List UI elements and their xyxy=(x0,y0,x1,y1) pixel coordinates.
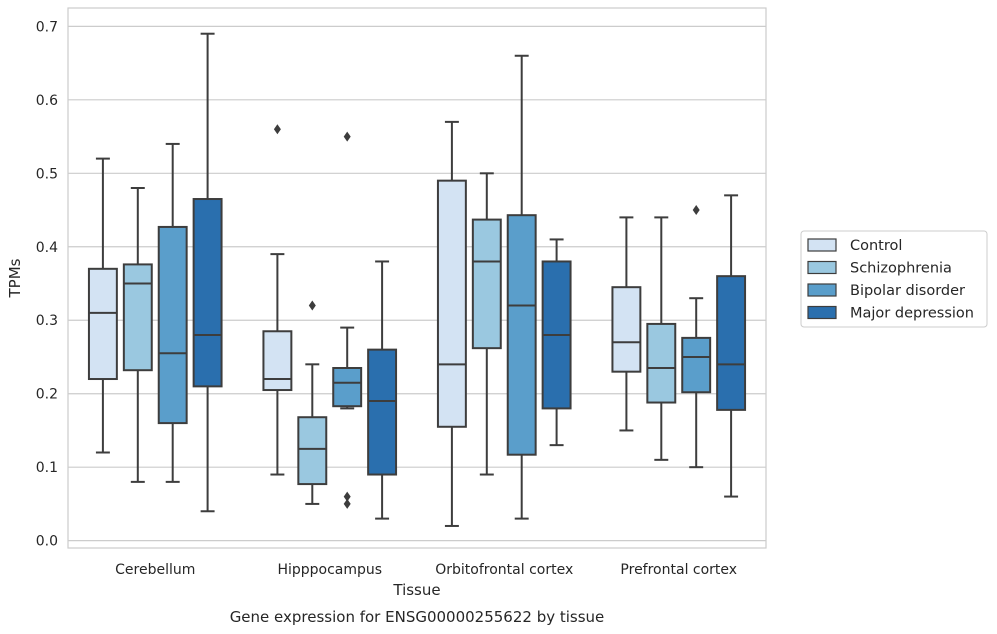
legend-swatch xyxy=(807,283,837,297)
outlier-point xyxy=(343,498,351,509)
box-body xyxy=(471,218,502,350)
box-body xyxy=(262,330,293,392)
x-tick-label: Orbitofrontal cortex xyxy=(435,562,573,578)
boxes xyxy=(87,32,747,527)
outlier-point xyxy=(308,300,316,311)
outlier-point xyxy=(273,124,281,135)
box-2-0 xyxy=(157,142,188,483)
box-body xyxy=(192,198,223,388)
y-axis-label: TPMs xyxy=(6,258,24,298)
legend-swatch xyxy=(807,260,837,275)
box-body xyxy=(87,267,118,381)
box-1-1 xyxy=(297,300,328,505)
box-body xyxy=(367,348,398,476)
box-0-2 xyxy=(436,120,467,527)
box-1-2 xyxy=(471,172,502,476)
box-body xyxy=(611,286,642,373)
legend-label: Control xyxy=(850,238,902,254)
box-body xyxy=(436,179,467,428)
legend-swatch xyxy=(807,305,837,320)
box-body xyxy=(122,263,153,372)
outlier-point xyxy=(343,131,351,142)
y-tick-label: 0.6 xyxy=(36,93,58,109)
x-tick-label: Hipppocampus xyxy=(277,562,382,578)
y-tick-label: 0.3 xyxy=(36,313,58,329)
y-axis-ticks: 0.0 0.1 0.2 0.3 0.4 0.5 0.6 0.7 xyxy=(36,19,58,549)
box-body xyxy=(646,322,677,404)
y-tick-label: 0.7 xyxy=(36,19,58,35)
x-axis-ticks: Cerebellum Hipppocampus Orbitofrontal cort… xyxy=(115,562,737,578)
box-body xyxy=(681,336,712,394)
box-3-0 xyxy=(192,32,223,513)
box-body xyxy=(157,225,188,425)
box-3-2 xyxy=(541,238,572,447)
box-3-3 xyxy=(716,194,747,498)
y-tick-label: 0.1 xyxy=(36,460,58,476)
y-tick-label: 0.5 xyxy=(36,166,58,182)
box-1-3 xyxy=(646,216,677,461)
y-tick-label: 0.2 xyxy=(36,387,58,403)
box-0-0 xyxy=(87,157,118,454)
legend-label: Bipolar disorder xyxy=(850,283,965,299)
x-axis-label: Tissue xyxy=(392,581,440,599)
box-2-1 xyxy=(332,131,363,509)
legend-label: Major depression xyxy=(850,306,974,322)
box-2-2 xyxy=(506,54,537,520)
outlier-point xyxy=(343,491,351,502)
legend-frame xyxy=(800,230,988,328)
box-body xyxy=(716,275,747,411)
box-0-1 xyxy=(262,124,293,476)
y-tick-label: 0.4 xyxy=(36,240,58,256)
outlier-point xyxy=(692,205,700,216)
box-body xyxy=(297,416,328,486)
box-2-3 xyxy=(681,205,712,469)
legend-label: Schizophrenia xyxy=(850,261,952,277)
x-tick-label: Cerebellum xyxy=(115,562,195,578)
x-tick-label: Prefrontal cortex xyxy=(620,562,737,578)
legend: Control Schizophrenia Bipolar disorder Majo… xyxy=(800,230,988,328)
box-3-1 xyxy=(367,260,398,520)
box-0-3 xyxy=(611,216,642,432)
box-body xyxy=(506,214,537,456)
box-body xyxy=(332,367,363,408)
y-tick-label: 0.0 xyxy=(36,534,58,550)
box-1-0 xyxy=(122,187,153,483)
legend-swatch xyxy=(807,238,837,252)
chart-caption: Gene expression for ENSG00000255622 by t… xyxy=(230,608,605,626)
